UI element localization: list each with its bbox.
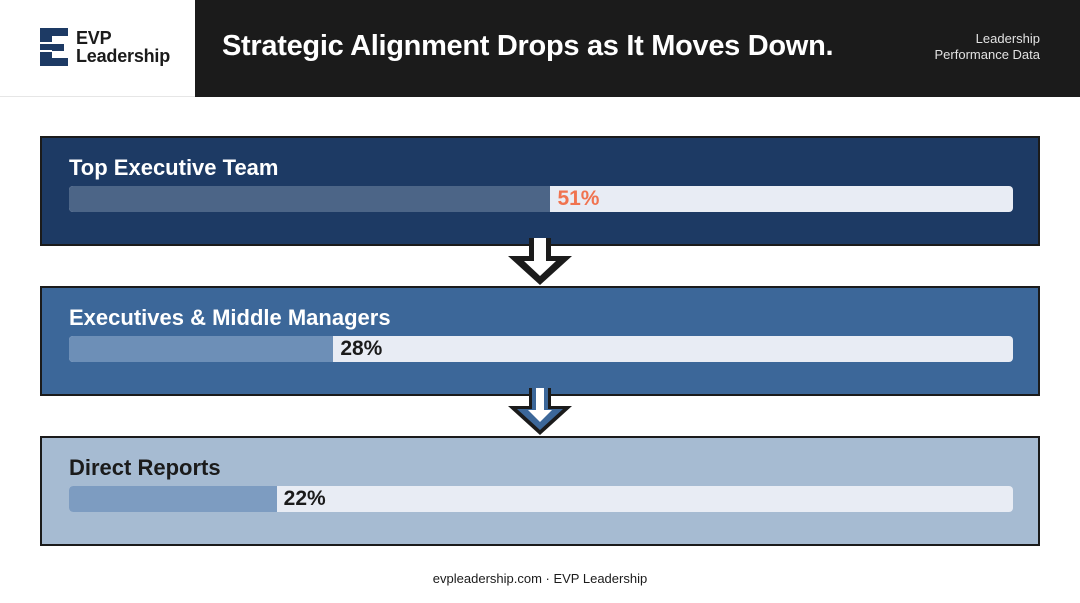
subtitle-line2: Performance Data xyxy=(934,47,1041,62)
title-bar: Strategic Alignment Drops as It Moves Do… xyxy=(195,0,1080,97)
bar-track: 22% xyxy=(69,486,1013,512)
brand-line2: Leadership xyxy=(76,46,171,66)
panel-label: Direct Reports xyxy=(69,455,221,480)
bar-track: 28% xyxy=(69,336,1013,362)
header: EVP Leadership Strategic Alignment Drops… xyxy=(0,0,1080,97)
bar-fill xyxy=(69,486,277,512)
funnel-panel-top-executive-team: Top Executive Team 51% xyxy=(40,136,1040,246)
funnel-panel-direct-reports: Direct Reports 22% xyxy=(40,436,1040,546)
panel-label: Executives & Middle Managers xyxy=(69,305,391,330)
evp-logo-icon xyxy=(40,28,68,66)
bar-fill xyxy=(69,336,334,362)
brand-name: EVP Leadership xyxy=(76,29,170,65)
bar-track: 51% xyxy=(69,186,1013,212)
brand-line1: EVP xyxy=(76,28,112,48)
panel-label: Top Executive Team xyxy=(69,155,279,180)
bar-fill xyxy=(69,186,551,212)
page-title: Strategic Alignment Drops as It Moves Do… xyxy=(222,30,834,62)
brand-logo: EVP Leadership xyxy=(0,0,195,97)
bar-value-label: 51% xyxy=(557,187,600,210)
subtitle-line1: Leadership xyxy=(975,31,1040,46)
bar-value-label: 22% xyxy=(283,487,326,510)
bar-value-label: 28% xyxy=(340,337,383,360)
funnel-panel-executives-middle-managers: Executives & Middle Managers 28% xyxy=(40,286,1040,396)
down-arrow-icon xyxy=(508,238,572,285)
down-arrow-icon xyxy=(508,388,572,435)
footer: evpleadership.com · EVP Leadership xyxy=(432,571,648,586)
page-subtitle: Leadership Performance Data xyxy=(935,31,1041,63)
